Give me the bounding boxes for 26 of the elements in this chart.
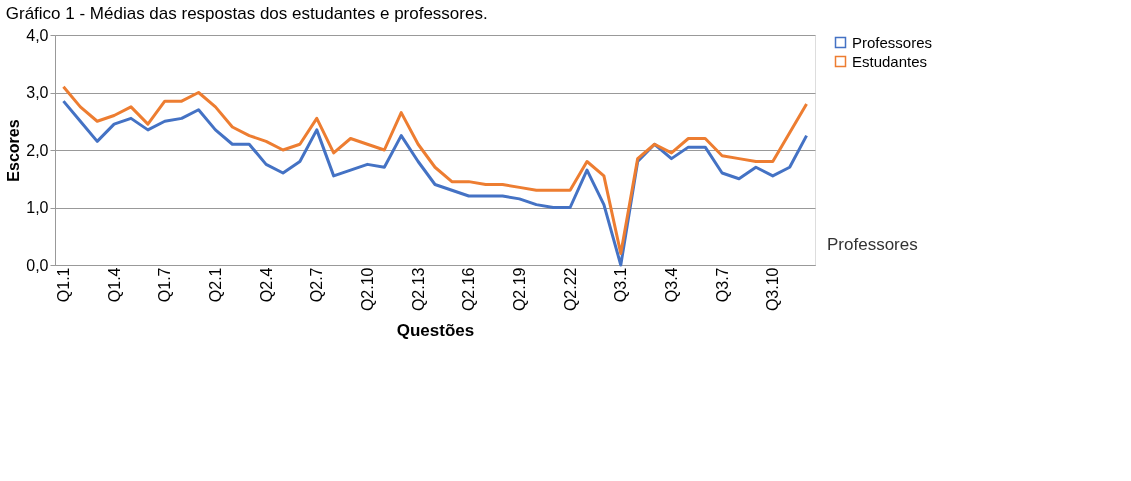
x-tick-label: Q2.10 — [358, 267, 376, 312]
x-tick-label: Q2.19 — [510, 267, 528, 312]
y-tick-label: 0,0 — [26, 256, 49, 274]
x-tick-label: Q2.22 — [561, 267, 579, 312]
x-tick-label: Q3.4 — [662, 267, 680, 303]
y-tick-label: 4,0 — [26, 26, 49, 44]
x-tick-label: Q1.7 — [156, 267, 174, 303]
x-tick-label: Q3.10 — [764, 267, 782, 312]
x-tick-label: Q2.4 — [257, 267, 275, 303]
x-axis-title: Questões — [396, 321, 475, 341]
x-tick-label: Q2.16 — [460, 267, 478, 312]
text: Professores — [827, 235, 918, 254]
y-tick-label: 2,0 — [26, 141, 49, 159]
x-tick-label: Q3.1 — [612, 267, 630, 303]
x-tick-label: Q1.4 — [105, 267, 123, 303]
y-axis-title: Escores — [5, 119, 23, 182]
x-tick-label: Q2.1 — [206, 267, 224, 303]
x-tick-label: Q2.7 — [308, 267, 326, 303]
y-tick-label: 1,0 — [26, 199, 49, 216]
x-tick-label: Q3.7 — [713, 267, 731, 303]
chart-title: Gráfico 1 - Médias das respostas dos estudantes e professores. — [5, 4, 488, 23]
x-tick-label: Q2.13 — [409, 267, 427, 312]
y-tick-label: 3,0 — [26, 84, 49, 101]
x-tick-label: Q1.1 — [54, 267, 72, 303]
legend-label: Professores — [852, 33, 933, 51]
legend-label: Estudantes — [852, 52, 928, 70]
